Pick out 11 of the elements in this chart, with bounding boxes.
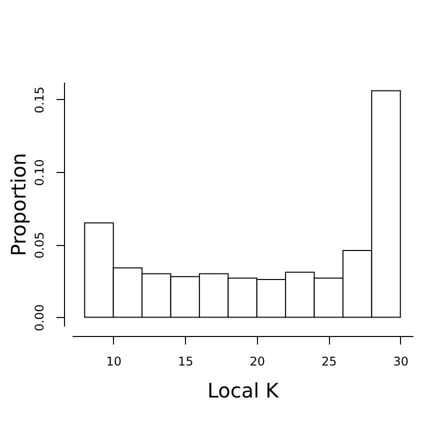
y-axis-title: Proportion — [6, 152, 30, 256]
y-tick-label: 0.05 — [32, 232, 46, 259]
y-tick-label: 0.00 — [32, 304, 46, 332]
y-tick-label: 0.10 — [32, 159, 46, 186]
x-tick-label: 10 — [106, 354, 122, 368]
y-tick-label: 0.15 — [32, 86, 46, 114]
x-axis-title: Local K — [207, 378, 280, 402]
x-tick-label: 25 — [321, 354, 337, 368]
x-tick-label: 20 — [250, 354, 265, 368]
x-tick-label: 15 — [178, 354, 194, 368]
x-tick-label: 30 — [393, 354, 409, 368]
